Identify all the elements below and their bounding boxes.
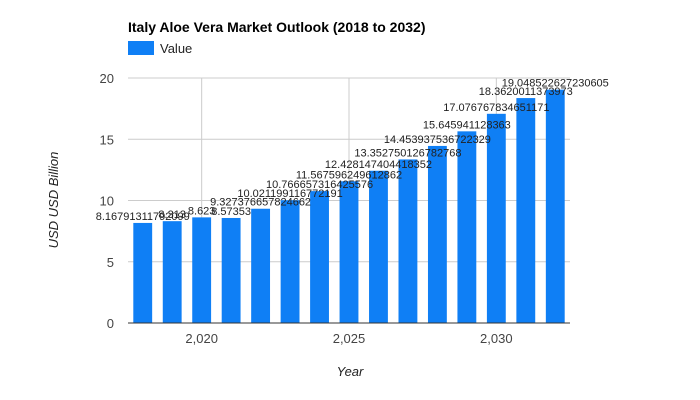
bar-2030[interactable] bbox=[486, 113, 506, 323]
bar-2027[interactable] bbox=[398, 159, 418, 323]
legend-label: Value bbox=[160, 41, 192, 56]
bar-2020[interactable] bbox=[192, 217, 212, 323]
y-tick-label: 15 bbox=[100, 132, 114, 147]
x-tick-label: 2,020 bbox=[185, 331, 218, 346]
bar-2032[interactable] bbox=[545, 89, 565, 323]
bar-2022[interactable] bbox=[251, 208, 271, 323]
x-axis-title: Year bbox=[337, 364, 364, 379]
data-label-2027: 13.3527501267827​68 bbox=[354, 147, 461, 159]
data-label-2018: 8.16791311792099 bbox=[96, 211, 190, 223]
y-tick-label: 0 bbox=[107, 316, 114, 331]
y-tick-label: 20 bbox=[100, 71, 114, 86]
bar-2023[interactable] bbox=[280, 200, 300, 323]
data-label-2029: 15.645941128363 bbox=[423, 119, 511, 131]
x-tick-label: 2,025 bbox=[333, 331, 366, 346]
bar-2021[interactable] bbox=[221, 217, 241, 323]
bar-2029[interactable] bbox=[457, 131, 477, 323]
data-label-2032: 19.048522627230605 bbox=[502, 78, 609, 90]
legend-swatch bbox=[128, 41, 154, 55]
data-label-2031: 18.3620011373973 bbox=[479, 86, 573, 98]
bar-2025[interactable] bbox=[339, 181, 359, 323]
bars bbox=[133, 89, 565, 323]
y-axis-title: USD USD Billion bbox=[46, 152, 61, 249]
data-label-2030: 17.0767678346511​71 bbox=[443, 102, 549, 114]
bar-2028[interactable] bbox=[427, 145, 447, 323]
data-label-2024: 10.7666573164255​76 bbox=[266, 179, 373, 191]
chart-title: Italy Aloe Vera Market Outlook (2018 to … bbox=[128, 19, 426, 35]
bar-2024[interactable] bbox=[310, 191, 329, 323]
bar-2031[interactable] bbox=[516, 98, 536, 323]
data-label-2023: 10.0211991167721​91 bbox=[237, 188, 342, 200]
data-label-2021: 8.57353 bbox=[211, 206, 251, 218]
data-label-2019: 8.313 bbox=[158, 209, 186, 221]
bar-2026[interactable] bbox=[369, 170, 388, 323]
data-label-2020: 8.623 bbox=[188, 205, 216, 217]
data-label-2025: 11.5675962496128​62 bbox=[296, 169, 402, 181]
x-tick-label: 2,030 bbox=[480, 331, 513, 346]
data-label-2022: 9.32737665782466​2 bbox=[210, 197, 311, 209]
y-tick-label: 10 bbox=[100, 194, 114, 209]
x-axis-ticks: 2,020 2,025 2,030 bbox=[185, 331, 512, 346]
y-axis-ticks: 0 5 10 15 20 bbox=[100, 71, 114, 331]
data-label-2028: 14.4539375367223​29 bbox=[384, 134, 491, 146]
data-label-2026: 12.4281474044183​52 bbox=[325, 159, 432, 171]
bar-2019[interactable] bbox=[162, 221, 182, 323]
y-tick-label: 5 bbox=[107, 255, 114, 270]
bar-2018[interactable] bbox=[133, 222, 153, 323]
